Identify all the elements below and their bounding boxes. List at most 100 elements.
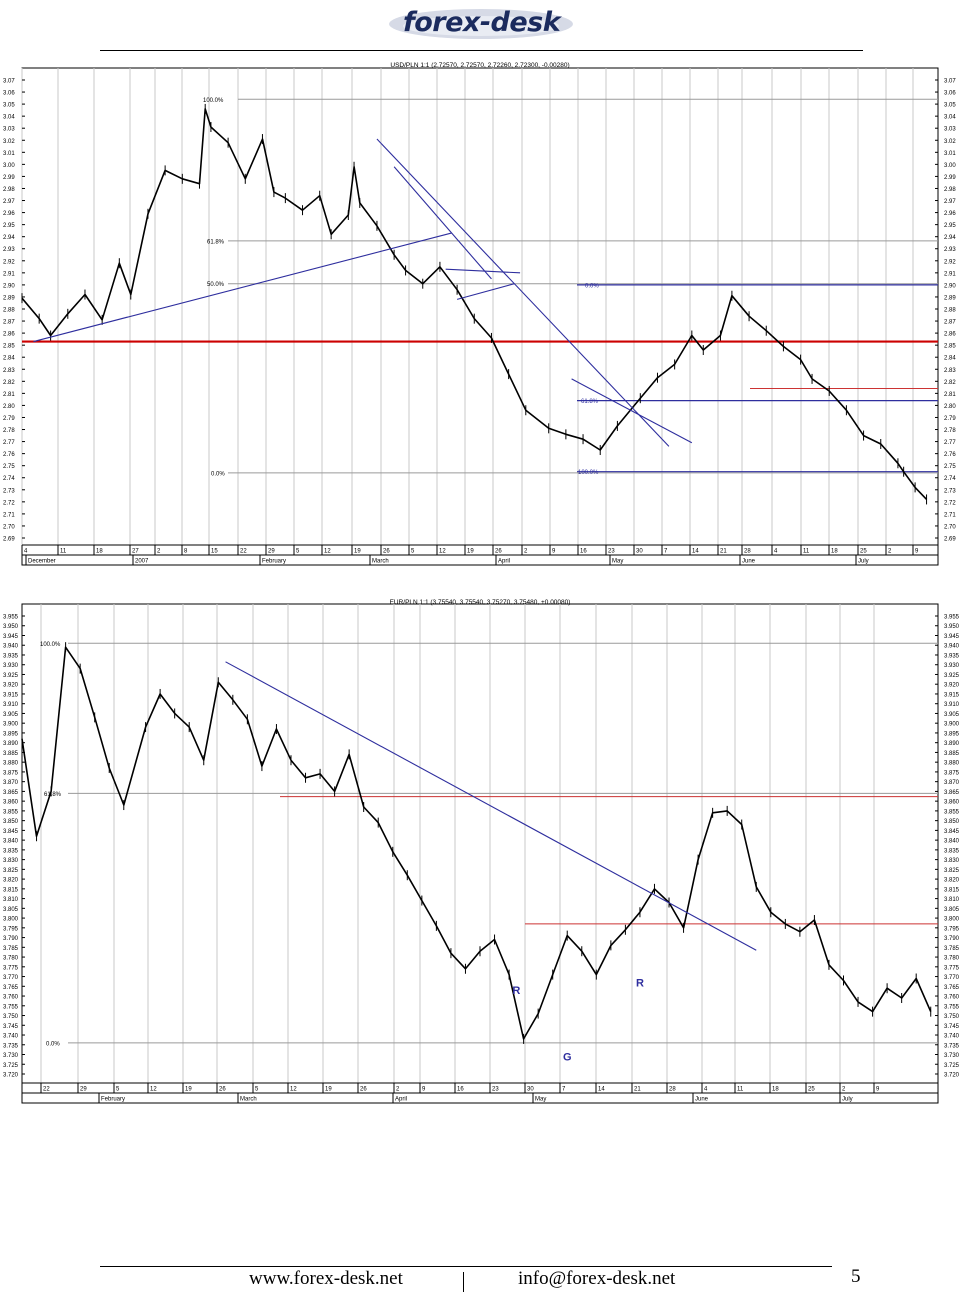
y-tick-label-right: 3.950 (944, 624, 960, 630)
y-tick-label-left: 3.06 (3, 91, 15, 97)
y-tick-label-left: 2.86 (3, 332, 15, 338)
y-tick-label-left: 2.76 (3, 452, 15, 458)
y-tick-label-left: 3.915 (3, 692, 19, 698)
y-tick-label-left: 3.810 (3, 897, 19, 903)
y-tick-label-right: 2.81 (944, 392, 956, 398)
y-tick-label-right: 2.85 (944, 344, 956, 350)
x-month-label: July (858, 559, 869, 565)
y-tick-label-left: 2.81 (3, 392, 15, 398)
y-tick-label-left: 3.940 (3, 644, 19, 650)
y-tick-label-right: 3.835 (944, 848, 960, 854)
fib-level-label: 0.0% (211, 471, 225, 477)
y-tick-label-right: 3.07 (944, 79, 956, 85)
x-month-label: June (742, 559, 756, 565)
x-month-label: April (395, 1097, 407, 1103)
y-tick-label-right: 2.84 (944, 356, 956, 362)
y-tick-label-right: 2.73 (944, 488, 956, 494)
y-tick-label-left: 2.73 (3, 488, 15, 494)
y-tick-label-right: 3.945 (944, 634, 960, 640)
y-tick-label-left: 2.70 (3, 524, 15, 530)
y-tick-label-right: 3.785 (944, 946, 960, 952)
y-tick-label-right: 3.05 (944, 103, 956, 109)
x-tick-label: 28 (669, 1087, 676, 1093)
x-tick-label: 9 (422, 1087, 426, 1093)
y-tick-label-right: 3.760 (944, 995, 960, 1001)
fib-level-label: 61.8% (44, 792, 62, 798)
x-tick-label: 30 (527, 1087, 534, 1093)
y-tick-label-right: 3.720 (944, 1073, 960, 1079)
y-tick-label-left: 3.00 (3, 163, 15, 169)
y-tick-label-right: 2.88 (944, 308, 956, 314)
y-tick-label-left: 3.945 (3, 634, 19, 640)
y-tick-label-right: 2.91 (944, 271, 956, 277)
y-tick-label-left: 2.79 (3, 416, 15, 422)
y-tick-label-left: 2.89 (3, 295, 15, 301)
x-tick-label: 4 (704, 1087, 708, 1093)
x-month-label: May (535, 1097, 546, 1103)
x-tick-label: 12 (324, 549, 331, 555)
y-tick-label-right: 3.830 (944, 858, 960, 864)
y-tick-label-left: 3.795 (3, 926, 19, 932)
y-tick-label-left: 2.69 (3, 537, 15, 543)
y-tick-label-left: 3.935 (3, 653, 19, 659)
forex-desk-logo: forex-desk (385, 6, 580, 42)
plot-frame (21, 603, 939, 1104)
y-tick-label-right: 3.740 (944, 1034, 960, 1040)
y-tick-label-right: 3.815 (944, 887, 960, 893)
y-tick-label-left: 3.04 (3, 115, 15, 121)
fib-level-label: 100.0% (203, 98, 224, 104)
y-tick-label-left: 3.900 (3, 722, 19, 728)
y-tick-label-left: 3.815 (3, 887, 19, 893)
y-tick-label-right: 3.850 (944, 819, 960, 825)
y-tick-label-left: 3.805 (3, 907, 19, 913)
y-tick-label-left: 3.840 (3, 839, 19, 845)
y-tick-label-left: 2.93 (3, 247, 15, 253)
fib-level-label: 61.8% (581, 399, 599, 405)
fib-level-label: 100.0% (578, 470, 599, 476)
y-tick-label-left: 3.735 (3, 1043, 19, 1049)
y-tick-label-right: 3.900 (944, 722, 960, 728)
x-tick-label: 21 (720, 549, 727, 555)
y-tick-label-right: 3.910 (944, 702, 960, 708)
y-tick-label-right: 2.75 (944, 464, 956, 470)
x-month-label: March (240, 1097, 257, 1103)
y-tick-label-left: 2.91 (3, 271, 15, 277)
chart-title: EUR/PLN 1:1 (3.75540, 3.75540, 3.75270, … (390, 599, 571, 606)
y-tick-label-left: 3.880 (3, 761, 19, 767)
y-tick-label-right: 2.95 (944, 223, 956, 229)
footer-email-link[interactable]: info@forex-desk.net (518, 1268, 676, 1289)
y-tick-label-left: 3.800 (3, 917, 19, 923)
x-tick-label: 16 (457, 1087, 464, 1093)
y-tick-label-right: 3.890 (944, 741, 960, 747)
y-tick-label-right: 3.880 (944, 761, 960, 767)
eurpln-chart: 3.955 3.955 3.950 3.950 3.945 3.945 3.940 3.940… (3, 599, 960, 1104)
y-tick-label-right: 3.865 (944, 790, 960, 796)
logo-text: forex-desk (403, 7, 561, 38)
y-tick-label-left: 3.825 (3, 868, 19, 874)
y-tick-label-left: 3.07 (3, 79, 15, 85)
footer-website-link[interactable]: www.forex-desk.net (249, 1268, 403, 1289)
y-tick-label-right: 3.775 (944, 965, 960, 971)
y-tick-label-right: 2.71 (944, 512, 956, 518)
y-tick-label-left: 2.88 (3, 308, 15, 314)
x-month-label: March (372, 559, 389, 565)
price-series-line (21, 646, 932, 1040)
y-tick-label-left: 3.720 (3, 1073, 19, 1079)
trend-line (393, 166, 492, 280)
y-tick-label-right: 3.780 (944, 956, 960, 962)
y-tick-label-right: 3.800 (944, 917, 960, 923)
x-month-label: July (842, 1097, 853, 1103)
x-tick-label: 28 (744, 549, 751, 555)
y-tick-label-right: 3.790 (944, 936, 960, 942)
y-tick-label-right: 3.725 (944, 1063, 960, 1069)
x-tick-label: 19 (325, 1087, 332, 1093)
x-tick-label: 14 (692, 549, 699, 555)
fib-level-label: 61.8% (207, 239, 225, 245)
x-tick-label: 7 (562, 1087, 566, 1093)
y-tick-label-left: 2.74 (3, 476, 15, 482)
x-tick-label: 26 (360, 1087, 367, 1093)
y-tick-label-left: 3.835 (3, 848, 19, 854)
y-tick-label-left: 2.84 (3, 356, 15, 362)
y-tick-label-left: 2.75 (3, 464, 15, 470)
fib-level-label: 100.0% (40, 642, 61, 648)
